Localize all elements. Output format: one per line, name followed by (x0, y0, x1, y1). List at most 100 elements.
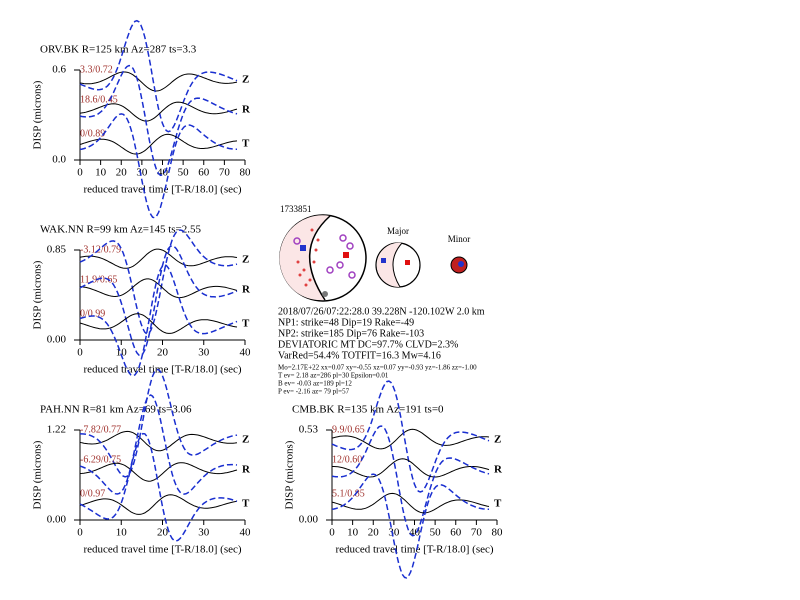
x-label: reduced travel time [T-R/18.0] (sec) (335, 544, 493, 556)
fit-label: 9.9/0.65 (332, 424, 365, 435)
beachball-major (375, 242, 421, 288)
synthetic-trace (79, 229, 238, 335)
x-tick-label: 0 (77, 167, 83, 179)
event-tensor: P ev= -2.16 az= 79 pl=57 (278, 388, 350, 396)
observed-trace (79, 248, 238, 269)
component-label: Z (242, 74, 249, 86)
y-label: DISP (microns) (32, 80, 44, 149)
x-tick-label: 30 (388, 527, 400, 539)
component-label: Z (242, 434, 249, 446)
component-label: R (494, 464, 503, 476)
fit-label: -7.82/0.77 (80, 424, 121, 435)
component-label: R (242, 284, 251, 296)
observed-trace (79, 430, 238, 452)
x-tick-label: 20 (157, 347, 169, 359)
x-tick-label: 10 (116, 347, 128, 359)
y-label: DISP (microns) (32, 440, 44, 509)
x-tick-label: 10 (116, 527, 128, 539)
synthetic-trace (79, 394, 238, 495)
major-label: Major (387, 226, 409, 236)
synthetic-trace (331, 473, 489, 579)
fit-label: 11.9/0.65 (80, 274, 117, 285)
x-tick-label: 10 (347, 527, 359, 539)
x-tick-label: 30 (136, 167, 148, 179)
synthetic-trace (80, 368, 238, 478)
synthetic-trace (331, 380, 490, 493)
fit-label: 18.6/0.45 (80, 94, 118, 105)
observed-trace (331, 428, 490, 450)
observed-trace (332, 458, 490, 478)
y-min-label: 0.00 (47, 334, 67, 346)
component-label: R (242, 104, 251, 116)
x-tick-label: 40 (157, 167, 169, 179)
synthetic-trace (79, 432, 238, 542)
beachball-minor (450, 256, 468, 274)
axis (79, 430, 245, 521)
x-label: reduced travel time [T-R/18.0] (sec) (83, 544, 241, 556)
event-info: NP1: strike=48 Dip=19 Rake=-49 (278, 317, 414, 328)
fit-label: 0/0.89 (80, 128, 105, 139)
x-tick-label: 0 (77, 347, 83, 359)
x-tick-label: 60 (198, 167, 210, 179)
fit-label: 12/0.60 (332, 454, 362, 465)
minor-label: Minor (448, 234, 471, 244)
observed-trace (79, 462, 238, 482)
y-label: DISP (microns) (284, 440, 296, 509)
synthetic-trace (79, 113, 237, 219)
x-label: reduced travel time [T-R/18.0] (sec) (83, 184, 241, 196)
synthetic-trace (79, 64, 238, 177)
event-id: 1733851 (280, 204, 312, 214)
beachball-main (279, 214, 367, 302)
x-tick-label: 0 (329, 527, 335, 539)
event-tensor: B ev= -0.03 az=189 pl=12 (278, 380, 352, 388)
x-tick-label: 10 (95, 167, 107, 179)
event-tensor: T ev= 2.18 az=286 pl=30 Epsilon=0.01 (278, 372, 389, 380)
y-min-label: 0.00 (47, 514, 67, 526)
event-info: DEVIATORIC MT DC=97.7% CLVD=2.3% (278, 339, 458, 350)
x-tick-label: 40 (240, 347, 252, 359)
component-label: Z (494, 434, 501, 446)
x-tick-label: 30 (198, 527, 210, 539)
observed-trace (79, 313, 238, 334)
component-label: T (242, 138, 250, 150)
panel-title: ORV.BK R=125 km Az=287 ts=3.3 (40, 44, 197, 56)
x-tick-label: 20 (116, 167, 128, 179)
axis (79, 70, 245, 161)
y-min-label: 0.0 (52, 154, 66, 166)
fit-label: 5.1/0.85 (332, 488, 365, 499)
event-info: VarRed=54.4% TOTFIT=16.3 Mw=4.16 (278, 350, 441, 361)
event-info: 2018/07/26/07:22:28.0 39.228N -120.102W … (278, 306, 485, 317)
event-tensor: Mo=2.17E+22 xx=0.07 xy=-0.55 xz=0.07 yy=… (278, 364, 477, 372)
x-tick-label: 70 (471, 527, 483, 539)
x-tick-label: 80 (492, 527, 504, 539)
x-label: reduced travel time [T-R/18.0] (sec) (83, 364, 241, 376)
panel-title: WAK.NN R=99 km Az=145 ts=2.55 (40, 224, 201, 236)
synthetic-trace (331, 425, 490, 537)
y-max-label: 0.6 (52, 64, 66, 76)
component-label: R (242, 464, 251, 476)
x-tick-label: 70 (219, 167, 231, 179)
y-min-label: 0.00 (299, 514, 319, 526)
component-label: T (494, 498, 502, 510)
event-info: NP2: strike=185 Dip=76 Rake=-103 (278, 328, 424, 339)
fit-label: -6.29/0.75 (80, 454, 121, 465)
panel-title: CMB.BK R=135 km Az=191 ts=0 (292, 404, 444, 416)
x-tick-label: 40 (240, 527, 252, 539)
fit-label: -3.12/0.79 (80, 244, 121, 255)
x-tick-label: 30 (198, 347, 210, 359)
component-label: T (242, 318, 250, 330)
x-tick-label: 50 (430, 527, 442, 539)
x-tick-label: 20 (157, 527, 169, 539)
observed-trace (79, 71, 238, 92)
synthetic-trace (79, 245, 238, 357)
x-tick-label: 60 (450, 527, 462, 539)
x-tick-label: 20 (368, 527, 380, 539)
y-max-label: 0.53 (299, 424, 319, 436)
y-label: DISP (microns) (32, 260, 44, 329)
fit-label: 0/0.99 (80, 308, 105, 319)
synthetic-trace (79, 264, 238, 377)
observed-trace (79, 494, 238, 515)
observed-trace (79, 133, 238, 155)
y-max-label: 1.22 (47, 424, 66, 436)
